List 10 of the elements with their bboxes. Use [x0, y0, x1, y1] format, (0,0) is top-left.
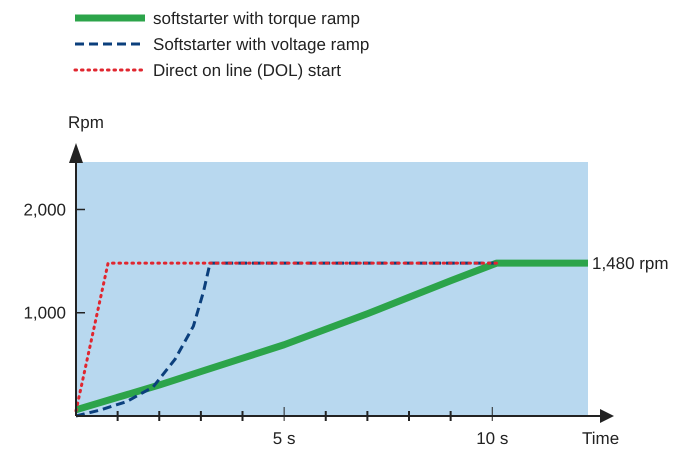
y-tick-label: 1,000	[23, 304, 66, 323]
y-tick-label: 2,000	[23, 200, 66, 220]
legend-label: Direct on line (DOL) start	[153, 61, 342, 80]
annotation: 1,480 rpm	[592, 254, 669, 274]
x-tick-label: 5 s	[272, 429, 296, 448]
legend-label: Softstarter with voltage ramp	[153, 35, 370, 54]
x-axis-title: Time	[582, 429, 620, 448]
y-axis-title: Rpm	[68, 113, 104, 132]
legend-label: softstarter with torque ramp	[153, 9, 360, 28]
x-tick-label: 10 s	[476, 429, 508, 448]
